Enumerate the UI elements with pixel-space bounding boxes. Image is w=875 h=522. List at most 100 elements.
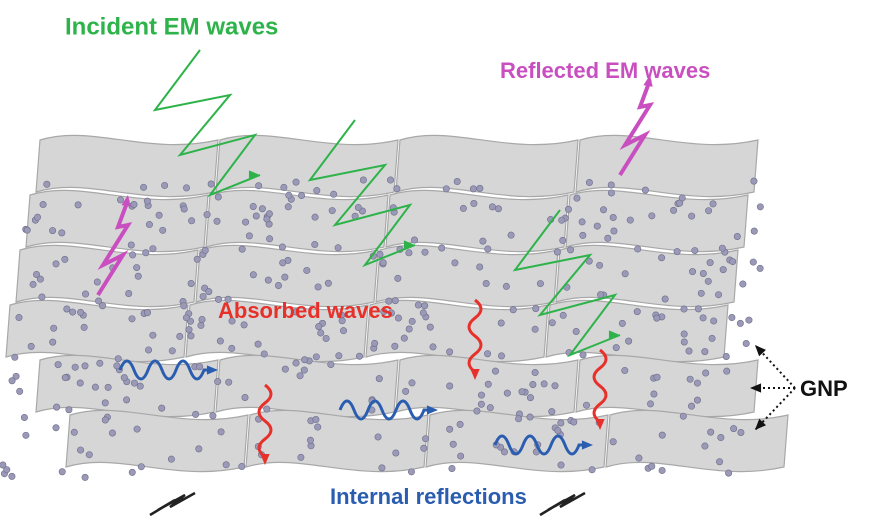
atom xyxy=(92,384,98,390)
atom xyxy=(594,223,600,229)
atom xyxy=(314,424,320,430)
atom xyxy=(558,462,564,468)
atom xyxy=(125,290,131,296)
atom xyxy=(188,333,194,339)
sheet xyxy=(566,190,748,251)
atom xyxy=(55,361,61,367)
atom xyxy=(12,354,18,360)
atom xyxy=(198,322,204,328)
atom xyxy=(138,464,144,470)
atom xyxy=(406,250,412,256)
atom xyxy=(725,470,731,476)
atom xyxy=(571,419,577,425)
atom xyxy=(710,201,716,207)
atom xyxy=(734,233,740,239)
atom xyxy=(23,432,29,438)
sheet xyxy=(36,135,218,196)
atom xyxy=(402,388,408,394)
atom xyxy=(250,272,256,278)
atom xyxy=(751,228,757,234)
atom xyxy=(208,181,214,187)
atom xyxy=(312,241,318,247)
atom xyxy=(16,314,22,320)
atom xyxy=(196,446,202,452)
atom xyxy=(181,303,187,309)
atom xyxy=(485,381,491,387)
atom xyxy=(297,372,303,378)
atom xyxy=(700,270,706,276)
atom xyxy=(460,205,466,211)
atom xyxy=(634,308,640,314)
atom xyxy=(53,261,59,267)
atom xyxy=(264,406,270,412)
atom xyxy=(454,178,460,184)
atom xyxy=(533,305,539,311)
atom xyxy=(282,366,288,372)
atom xyxy=(737,320,743,326)
atom xyxy=(610,214,616,220)
atom xyxy=(480,238,486,244)
atom xyxy=(177,333,183,339)
atom xyxy=(715,291,721,297)
atom xyxy=(450,441,456,447)
atom xyxy=(336,353,342,359)
atom xyxy=(695,306,701,312)
atom xyxy=(647,401,653,407)
atom xyxy=(77,309,83,315)
atom xyxy=(659,467,665,473)
atom xyxy=(408,469,414,475)
diagram: Incident EM waves Reflected EM waves Abs… xyxy=(0,0,875,522)
atom xyxy=(457,453,463,459)
atom xyxy=(504,390,510,396)
atom xyxy=(279,260,285,266)
atom xyxy=(698,290,704,296)
sheet xyxy=(216,135,398,196)
atom xyxy=(239,246,245,252)
atom xyxy=(323,335,329,341)
sheet xyxy=(66,410,248,471)
atom xyxy=(131,380,137,386)
atom xyxy=(159,405,165,411)
atom xyxy=(751,178,757,184)
atom xyxy=(82,363,88,369)
atom xyxy=(422,249,428,255)
atom xyxy=(485,246,491,252)
atom xyxy=(9,378,15,384)
atom xyxy=(420,310,426,316)
atom xyxy=(498,320,504,326)
atom xyxy=(716,459,722,465)
atom xyxy=(560,237,566,243)
sheet xyxy=(366,300,548,361)
atom xyxy=(409,318,415,324)
atom xyxy=(560,312,566,318)
atom xyxy=(316,323,322,329)
absorbed-label: Absorbed waves xyxy=(218,298,393,323)
atom xyxy=(129,252,135,258)
atom xyxy=(670,207,676,213)
atom xyxy=(421,445,427,451)
atom xyxy=(392,343,398,349)
atom xyxy=(146,221,152,227)
atom xyxy=(470,186,476,192)
atom xyxy=(688,403,694,409)
atom xyxy=(729,258,735,264)
atom xyxy=(692,247,698,253)
atom xyxy=(527,394,533,400)
atom xyxy=(600,207,606,213)
atom xyxy=(474,408,480,414)
atom xyxy=(335,245,341,251)
atom xyxy=(285,204,291,210)
atom xyxy=(129,469,135,475)
atom xyxy=(532,369,538,375)
atom xyxy=(181,206,187,212)
atom xyxy=(183,314,189,320)
atom xyxy=(476,264,482,270)
atom xyxy=(39,294,45,300)
atom xyxy=(71,429,77,435)
atom xyxy=(199,316,205,322)
atom xyxy=(757,265,763,271)
atom xyxy=(427,324,433,330)
atom xyxy=(183,185,189,191)
atom xyxy=(583,402,589,408)
atom xyxy=(77,380,83,386)
